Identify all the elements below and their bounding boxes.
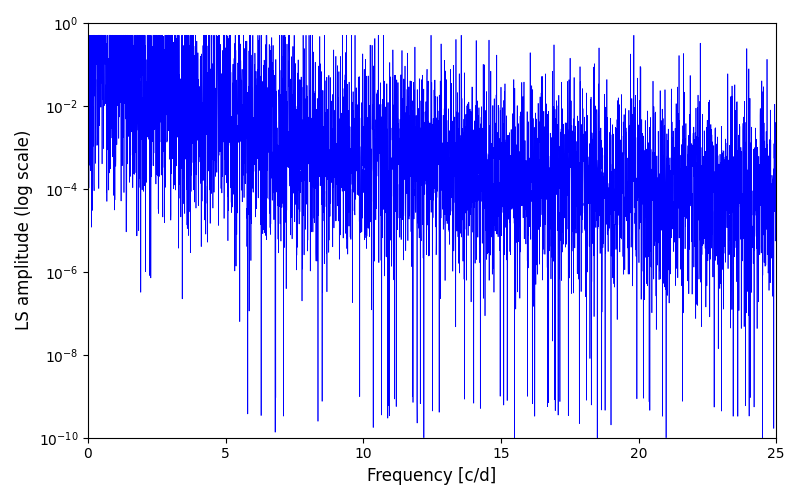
X-axis label: Frequency [c/d]: Frequency [c/d]	[367, 467, 497, 485]
Y-axis label: LS amplitude (log scale): LS amplitude (log scale)	[15, 130, 33, 330]
